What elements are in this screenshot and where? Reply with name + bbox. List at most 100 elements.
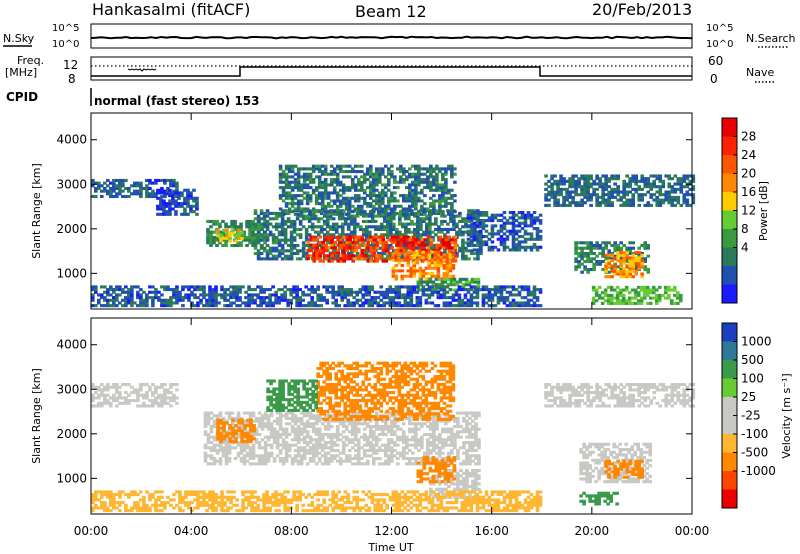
heatmap-cell [414, 191, 418, 195]
heatmap-cell [338, 204, 343, 208]
heatmap-cell [356, 170, 361, 174]
heatmap-cell [643, 185, 648, 189]
heatmap-cell [622, 243, 626, 248]
heatmap-cell [304, 251, 309, 256]
heatmap-cell [332, 202, 337, 206]
heatmap-cell [631, 179, 635, 183]
heatmap-cell [337, 225, 342, 229]
heatmap-cell [253, 293, 257, 297]
heatmap-cell [407, 230, 411, 234]
heatmap-cell [648, 288, 653, 292]
heatmap-cell [142, 301, 146, 305]
heatmap-cell [370, 298, 375, 302]
heatmap-cell [331, 217, 336, 221]
heatmap-cell [670, 190, 675, 194]
heatmap-cell [451, 264, 456, 268]
heatmap-cell [156, 204, 160, 208]
heatmap-cell [263, 422, 268, 426]
heatmap-cell [290, 438, 295, 442]
heatmap-cell [160, 301, 164, 305]
heatmap-cell [453, 238, 458, 242]
heatmap-cell [315, 238, 319, 242]
heatmap-cell [341, 191, 346, 195]
heatmap-cell [130, 288, 134, 292]
heatmap-cell [562, 195, 566, 199]
heatmap-cell [618, 299, 623, 303]
heatmap-cell [299, 210, 304, 214]
heatmap-cell [556, 201, 560, 205]
heatmap-cell [115, 298, 119, 302]
heatmap-cell [349, 233, 354, 237]
heatmap-cell [305, 451, 310, 455]
heatmap-cell [336, 248, 341, 252]
heatmap-cell [136, 285, 140, 289]
heatmap-cell [442, 301, 447, 305]
heatmap-cell [420, 172, 424, 176]
heatmap-cell [441, 196, 445, 200]
heatmap-cell [177, 204, 181, 208]
heatmap-cell [183, 196, 187, 200]
heatmap-cell [277, 243, 282, 248]
heatmap-cell [419, 209, 423, 213]
heatmap-cell [299, 430, 304, 434]
heatmap-cell [405, 196, 409, 200]
heatmap-cell [604, 264, 608, 268]
heatmap-cell [326, 419, 331, 423]
heatmap-cell [283, 227, 288, 231]
heatmap-cell [193, 293, 197, 297]
heatmap-cell [318, 235, 322, 239]
heatmap-cell [657, 293, 662, 297]
heatmap-cell [208, 298, 212, 302]
heatmap-cell [206, 454, 211, 458]
heatmap-cell [290, 414, 295, 418]
heatmap-cell [263, 462, 268, 466]
heatmap-cell [160, 399, 164, 403]
heatmap-cell [314, 419, 319, 423]
heatmap-cell [298, 249, 303, 253]
heatmap-cell [404, 217, 408, 221]
heatmap-cell [109, 288, 113, 292]
heatmap-cell [391, 253, 396, 257]
heatmap-cell [168, 207, 172, 211]
heatmap-cell [335, 435, 340, 439]
heatmap-cell [377, 178, 382, 182]
cpid-label: CPID [6, 90, 38, 104]
heatmap-cell [304, 227, 309, 231]
heatmap-cell [444, 186, 448, 190]
heatmap-cell [346, 214, 351, 218]
heatmap-cell [221, 238, 225, 242]
heatmap-cell [103, 388, 107, 392]
heatmap-cell [583, 246, 587, 250]
heatmap-cell [353, 196, 358, 200]
heatmap-cell [571, 201, 575, 205]
heatmap-cell [335, 424, 340, 428]
heatmap-cell [391, 272, 396, 276]
heatmap-cell [94, 304, 98, 308]
heatmap-cell [481, 224, 486, 228]
heatmap-cell [396, 167, 400, 171]
heatmap-cell [286, 301, 290, 305]
heatmap-cell [225, 231, 229, 235]
heatmap-cell [330, 235, 334, 239]
heatmap-cell [625, 256, 629, 260]
heatmap-cell [517, 229, 522, 233]
heatmap-cell [678, 299, 683, 303]
heatmap-cell [370, 225, 375, 229]
heatmap-cell [553, 201, 557, 205]
heatmap-cell [421, 250, 426, 254]
heatmap-cell [430, 250, 435, 254]
heatmap-cell [604, 261, 608, 265]
heatmap-cell [418, 255, 423, 260]
heatmap-cell [455, 230, 459, 234]
heatmap-cell [682, 201, 687, 205]
heatmap-cell [209, 454, 214, 458]
heatmap-cell [337, 293, 342, 297]
heatmap-cell [583, 185, 587, 189]
heatmap-cell [380, 207, 385, 211]
heatmap-cell [352, 214, 357, 218]
heatmap-cell [645, 291, 650, 295]
heatmap-cell [325, 230, 330, 234]
heatmap-cell [302, 207, 307, 211]
heatmap-cell [592, 243, 596, 248]
